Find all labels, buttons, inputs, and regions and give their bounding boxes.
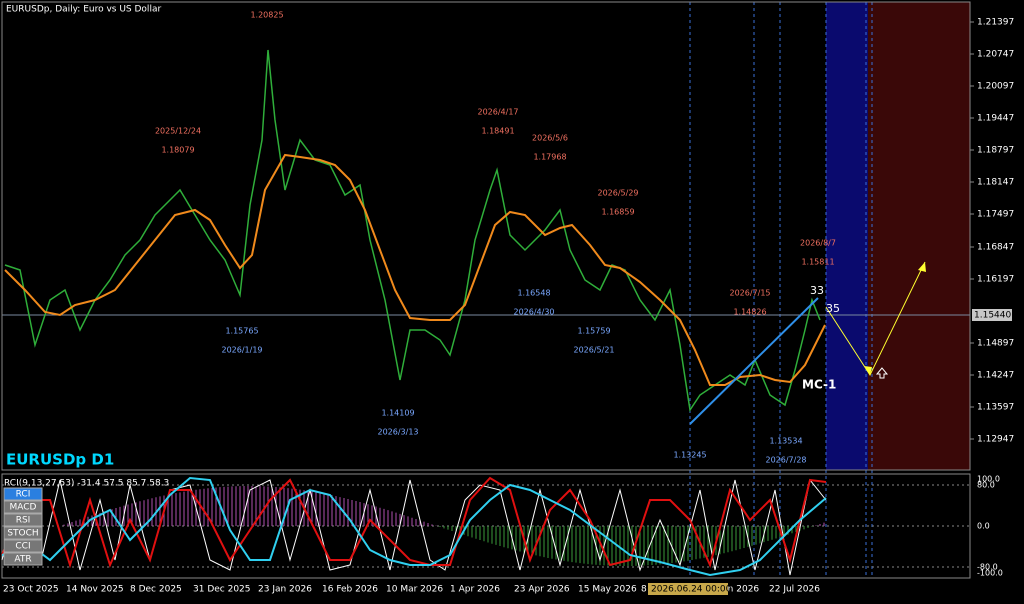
price-label: 1.14247 xyxy=(977,371,1014,381)
price-annotation: 2025/12/24 xyxy=(155,127,201,136)
price-annotation: 2026/5/21 xyxy=(573,346,614,355)
main-frame xyxy=(1,1,971,471)
price-annotation: 2026/7/28 xyxy=(765,456,806,465)
price-annotation: 2026/1/19 xyxy=(221,346,262,355)
rci-slow xyxy=(1,476,827,577)
time-label: 23 Oct 2025 xyxy=(3,585,59,595)
time-label: 10 Mar 2026 xyxy=(386,585,443,595)
indicator-scale: -100.0 xyxy=(977,569,1003,578)
price-annotation: 1.15811 xyxy=(801,258,834,267)
price-label: 1.21397 xyxy=(977,18,1014,28)
time-label: 23 Jan 2026 xyxy=(258,585,312,595)
price-label: 1.16847 xyxy=(977,243,1014,253)
price-annotation: 1.15765 xyxy=(225,327,258,336)
arrow-head xyxy=(864,366,872,375)
price-label: 1.19447 xyxy=(977,114,1014,124)
price-label: 1.17497 xyxy=(977,210,1014,220)
arrow-head xyxy=(918,262,926,272)
price-label: 1.14897 xyxy=(977,339,1014,349)
wave-label: 35 xyxy=(826,302,840,315)
price-annotation: 1.13245 xyxy=(673,451,706,460)
price-annotation: 1.17968 xyxy=(533,153,566,162)
wave-label: MC-1 xyxy=(802,378,836,392)
price-annotation: 1.16548 xyxy=(517,289,550,298)
current-price-box xyxy=(972,309,1012,321)
chart-title: EURUSDp, Daily: Euro vs US Dollar xyxy=(6,5,161,15)
rci-fast xyxy=(1,478,827,576)
indicator-button-label[interactable]: STOCH xyxy=(7,529,38,539)
blue-zone xyxy=(826,2,868,470)
trend-line xyxy=(689,297,819,425)
indicator-button[interactable] xyxy=(3,552,43,566)
moving-average xyxy=(4,153,826,386)
price-annotation: 1.14109 xyxy=(381,409,414,418)
time-label: 15 May 2026 xyxy=(578,585,637,595)
price-annotation: 1.18491 xyxy=(481,127,514,136)
labels: 1.21397 1.20747 1.20097 1.19447 1.18797 1.181… xyxy=(3,11,1014,595)
price-label: 1.18147 xyxy=(977,178,1014,188)
time-label: 30 Jun 2026 xyxy=(705,585,759,595)
time-label: 16 Feb 2026 xyxy=(322,585,378,595)
price-annotation: 1.14826 xyxy=(733,308,766,317)
price-annotation: 1.13534 xyxy=(769,437,802,446)
price-annotation: 1.15759 xyxy=(577,327,610,336)
current-price: 1.15440 xyxy=(974,311,1011,321)
price-annotation: 2026/8/7 xyxy=(800,239,836,248)
price-label: 1.12947 xyxy=(977,435,1014,445)
indicator-scale: 80.0 xyxy=(977,481,995,490)
price-annotation: 2026/4/17 xyxy=(477,108,518,117)
price-label: 1.13597 xyxy=(977,403,1014,413)
rci-mid xyxy=(1,476,827,569)
price-label: 1.20747 xyxy=(977,50,1014,60)
time-label: 23 Apr 2026 xyxy=(514,585,570,595)
indicator-button[interactable] xyxy=(3,513,43,527)
price-annotation: 2026/5/29 xyxy=(597,189,638,198)
price-label: 1.20097 xyxy=(977,82,1014,92)
price-series xyxy=(4,49,821,413)
time-label: 1 Apr 2026 xyxy=(450,585,500,595)
time-markers xyxy=(689,2,873,578)
red-zone xyxy=(868,2,970,470)
cursor-time-box xyxy=(648,583,728,595)
indicator-button[interactable] xyxy=(3,500,43,514)
time-label: 14 Nov 2025 xyxy=(66,585,124,595)
price-annotation: 2026/3/13 xyxy=(377,428,418,437)
wave-label: 33 xyxy=(810,284,824,297)
indicator-button-label[interactable]: MACD xyxy=(10,503,37,513)
time-label: 31 Dec 2025 xyxy=(193,585,251,595)
price-label: 1.16197 xyxy=(977,275,1014,285)
price-annotation: 1.16859 xyxy=(601,208,634,217)
indicator-title: RCI(9,13,27,53) -31.4 57.5 85.7 58.3 xyxy=(4,479,169,489)
price-annotation: 2026/7/15 xyxy=(729,289,770,298)
indicator-button[interactable] xyxy=(3,526,43,540)
indicator-button-label[interactable]: CCI xyxy=(15,542,30,552)
price-annotation: 2026/5/6 xyxy=(532,134,568,143)
price-annotation: 1.20825 xyxy=(250,11,283,20)
price-label: 1.18797 xyxy=(977,146,1014,156)
indicator-button[interactable] xyxy=(3,487,43,501)
indicator-scale: 0.0 xyxy=(977,522,990,531)
indicator-button-label[interactable]: RCI xyxy=(16,490,31,500)
indicator-button[interactable] xyxy=(3,539,43,553)
price-annotation: 2026/4/30 xyxy=(513,308,554,317)
cursor-time: 2026.06.24 00:00 xyxy=(651,585,732,595)
indicator-scale: -80.0 xyxy=(977,563,998,572)
time-label: 8 Dec 2025 xyxy=(130,585,182,595)
up-arrow-icon xyxy=(875,367,889,379)
price-annotation: 1.18079 xyxy=(161,146,194,155)
watermark: EURUSDp D1 xyxy=(6,451,114,469)
indicator-button-label[interactable]: RSI xyxy=(16,516,31,526)
time-label: 22 Jul 2026 xyxy=(769,585,820,595)
indicator-scale: 100.0 xyxy=(977,475,1000,484)
indicator-buttons: RCI MACD RSI STOCH CCI ATR xyxy=(3,487,43,566)
indicator-button-label[interactable]: ATR xyxy=(14,555,31,565)
